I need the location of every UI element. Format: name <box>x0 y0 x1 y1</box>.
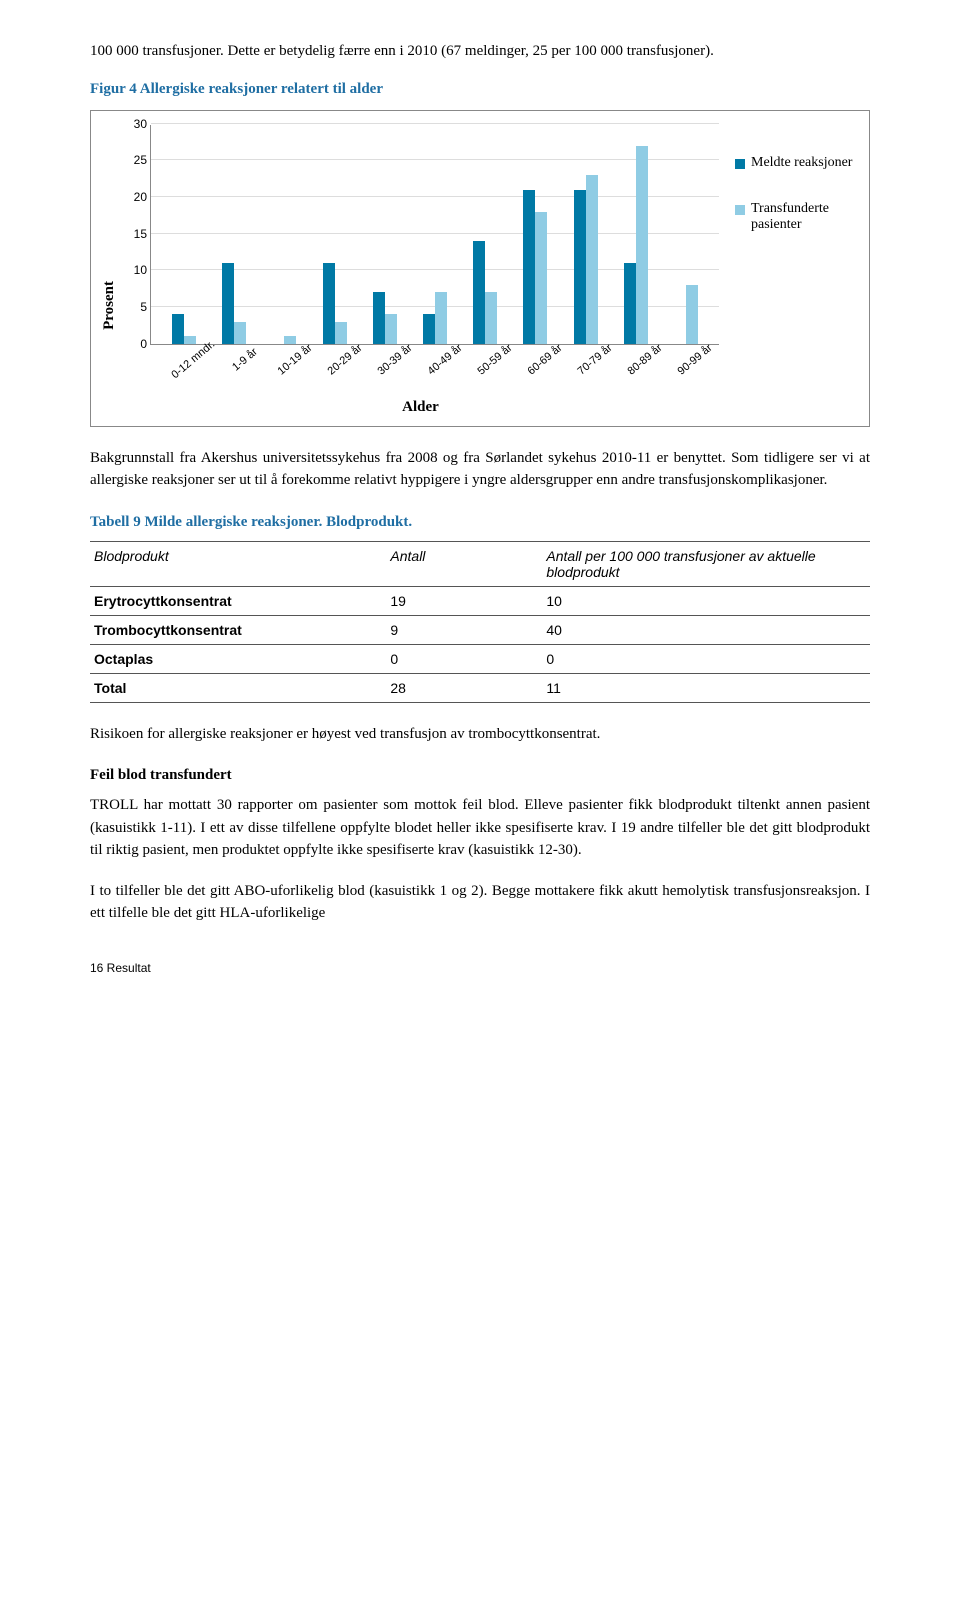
bar-series-a <box>624 263 636 344</box>
bar-group <box>460 125 510 344</box>
bar-group <box>611 125 661 344</box>
bar-group <box>360 125 410 344</box>
table-header-cell: Antall <box>386 541 542 586</box>
y-tick: 10 <box>123 263 147 277</box>
figure-title: Figur 4 Allergiske reaksjoner relatert t… <box>90 81 870 98</box>
table-row: Octaplas00 <box>90 644 870 673</box>
chart-plot: 051015202530 <box>150 125 719 345</box>
bar-series-a <box>373 292 385 343</box>
legend-label: Meldte reaksjoner <box>751 155 852 171</box>
bar-group <box>661 125 711 344</box>
page-footer: 16 Resultat <box>90 961 870 975</box>
legend-item: Meldte reaksjoner <box>735 155 859 171</box>
bar-group <box>510 125 560 344</box>
table-cell: 28 <box>386 673 542 702</box>
intro-paragraph: 100 000 transfusjoner. Dette er betydeli… <box>90 40 870 63</box>
bar-series-b <box>636 146 648 344</box>
bar-series-a <box>523 190 535 344</box>
legend-label: Transfunderte pasienter <box>751 201 859 233</box>
legend-item: Transfunderte pasienter <box>735 201 859 233</box>
table-cell: 11 <box>542 673 870 702</box>
table-row: Erytrocyttkonsentrat1910 <box>90 586 870 615</box>
bar-series-a <box>222 263 234 344</box>
data-table: BlodproduktAntallAntall per 100 000 tran… <box>90 541 870 703</box>
y-tick: 0 <box>123 337 147 351</box>
bar-series-b <box>535 212 547 344</box>
table-cell: 0 <box>386 644 542 673</box>
chart-frame: Prosent 051015202530 0-12 mndr.1-9 år10-… <box>90 110 870 427</box>
bar-group <box>410 125 460 344</box>
table-cell: 0 <box>542 644 870 673</box>
table-cell: Erytrocyttkonsentrat <box>90 586 386 615</box>
table-header-cell: Antall per 100 000 transfusjoner av aktu… <box>542 541 870 586</box>
table-header-row: BlodproduktAntallAntall per 100 000 tran… <box>90 541 870 586</box>
table-cell: 40 <box>542 615 870 644</box>
y-tick: 30 <box>123 117 147 131</box>
bar-series-a <box>172 314 184 343</box>
bar-group <box>310 125 360 344</box>
section-heading: Feil blod transfundert <box>90 767 870 784</box>
bar-group <box>561 125 611 344</box>
plot-area: 051015202530 0-12 mndr.1-9 år10-19 år20-… <box>122 125 719 416</box>
troll-paragraph: TROLL har mottatt 30 rapporter om pasien… <box>90 794 870 862</box>
table-cell: 10 <box>542 586 870 615</box>
legend-swatch <box>735 205 745 215</box>
background-paragraph: Bakgrunnstall fra Akershus universitetss… <box>90 447 870 492</box>
bar-series-a <box>473 241 485 344</box>
table-cell: 19 <box>386 586 542 615</box>
abo-paragraph: I to tilfeller ble det gitt ABO-uforlike… <box>90 880 870 925</box>
legend-swatch <box>735 159 745 169</box>
bar-series-a <box>574 190 586 344</box>
bar-series-a <box>423 314 435 343</box>
table-title: Tabell 9 Milde allergiske reaksjoner. Bl… <box>90 514 870 531</box>
table-row: Total2811 <box>90 673 870 702</box>
bar-series-b <box>485 292 497 343</box>
bar-group <box>209 125 259 344</box>
y-tick: 15 <box>123 227 147 241</box>
y-tick: 25 <box>123 153 147 167</box>
table-header-cell: Blodprodukt <box>90 541 386 586</box>
risk-paragraph: Risikoen for allergiske reaksjoner er hø… <box>90 723 870 746</box>
y-tick: 20 <box>123 190 147 204</box>
y-axis-label: Prosent <box>101 211 118 330</box>
table-body: Erytrocyttkonsentrat1910Trombocyttkonsen… <box>90 586 870 702</box>
table-cell: Octaplas <box>90 644 386 673</box>
x-labels-row: 0-12 mndr.1-9 år10-19 år20-29 år30-39 år… <box>150 349 719 397</box>
bar-group <box>259 125 309 344</box>
bar-group <box>159 125 209 344</box>
bar-series-b <box>586 175 598 344</box>
table-cell: Trombocyttkonsentrat <box>90 615 386 644</box>
table-cell: Total <box>90 673 386 702</box>
chart-legend: Meldte reaksjoner Transfunderte pasienter <box>719 125 859 263</box>
table-row: Trombocyttkonsentrat940 <box>90 615 870 644</box>
y-tick: 5 <box>123 300 147 314</box>
x-axis-title: Alder <box>122 399 719 416</box>
bar-series-b <box>435 292 447 343</box>
bar-series-b <box>686 285 698 344</box>
bar-series-b <box>385 314 397 343</box>
bar-series-a <box>323 263 335 344</box>
table-cell: 9 <box>386 615 542 644</box>
